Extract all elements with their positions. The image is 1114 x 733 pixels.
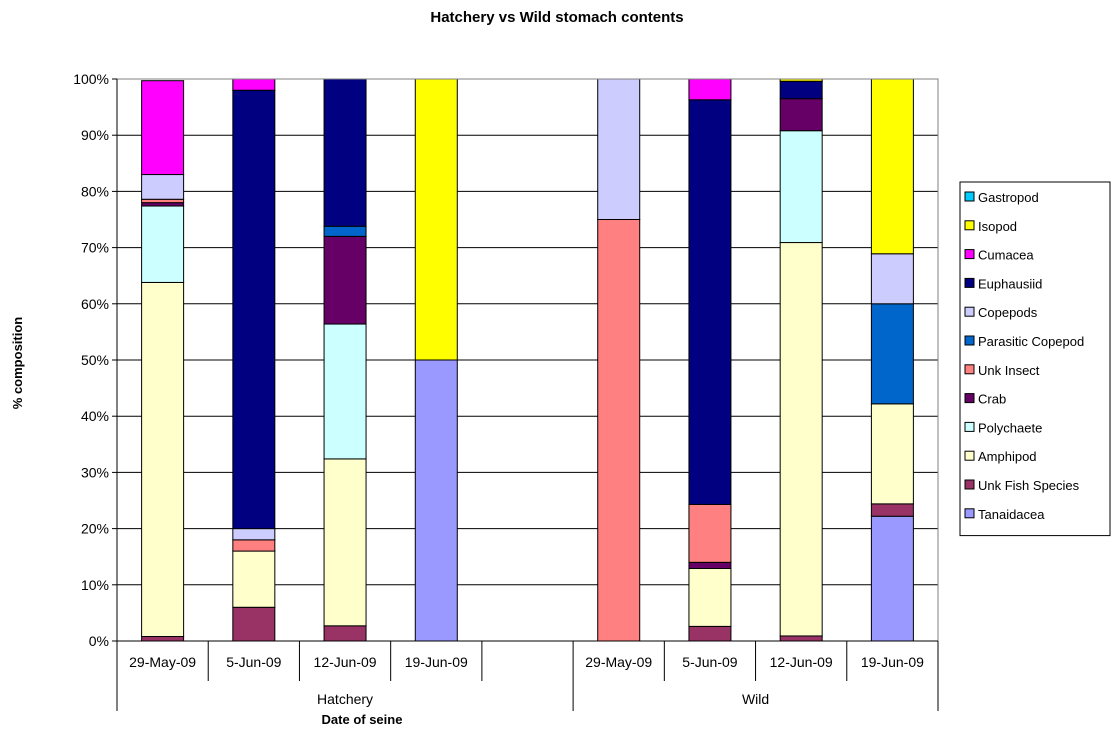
bar-segment xyxy=(870,253,914,305)
axes xyxy=(112,78,939,711)
bar-segment xyxy=(779,130,823,244)
legend-label: Crab xyxy=(978,392,1006,407)
bar-segment xyxy=(688,99,732,505)
legend-swatch xyxy=(964,364,975,375)
legend-swatch xyxy=(964,421,975,432)
legend-swatch xyxy=(964,335,975,346)
group-label: Wild xyxy=(742,691,769,707)
y-tick-label: 70% xyxy=(81,240,109,256)
group-label: Hatchery xyxy=(317,691,373,707)
group-labels: Hatchery Wild xyxy=(317,691,769,707)
bar-segment xyxy=(232,89,276,530)
legend-swatch xyxy=(964,249,975,260)
bar-segment xyxy=(870,503,914,517)
bar-segment xyxy=(688,568,732,627)
bar-segment xyxy=(232,78,276,91)
bar-segment xyxy=(232,539,276,552)
x-tick-label: 29-May-09 xyxy=(129,654,196,670)
legend-swatch xyxy=(964,220,975,231)
legend-label: Euphausiid xyxy=(978,276,1042,291)
bar-segment xyxy=(232,528,276,541)
bar-segment xyxy=(141,198,185,204)
legend-label: Unk Fish Species xyxy=(978,478,1080,493)
bar-segment xyxy=(870,515,914,642)
bar-segment xyxy=(323,225,367,237)
bar-segment xyxy=(323,235,367,325)
legend: Gastropod Isopod Cumacea Euphausiid Copepods… xyxy=(959,181,1111,537)
y-tick-labels: 0% 10% 20% 30% 40% 50% 60% 70% 80% 90% 100% xyxy=(73,71,109,649)
legend-label: Copepods xyxy=(978,305,1038,320)
bar-segment xyxy=(597,219,641,642)
legend-label: Tanaidacea xyxy=(978,507,1045,522)
legend-label: Amphipod xyxy=(978,449,1037,464)
bar-segment xyxy=(870,78,914,255)
legend-label: Gastropod xyxy=(978,190,1039,205)
legend-label: Polychaete xyxy=(978,420,1042,435)
bar-segment xyxy=(414,78,458,361)
legend-box xyxy=(959,181,1111,537)
bar-segment xyxy=(870,403,914,505)
bar-segment xyxy=(870,303,914,405)
y-tick-label: 80% xyxy=(81,183,109,199)
x-tick-label: 19-Jun-09 xyxy=(861,654,924,670)
bar-segment xyxy=(779,98,823,132)
y-tick-label: 90% xyxy=(81,127,109,143)
y-tick-label: 60% xyxy=(81,296,109,312)
x-tick-label: 19-Jun-09 xyxy=(405,654,468,670)
legend-label: Cumacea xyxy=(978,248,1034,263)
y-tick-label: 30% xyxy=(81,464,109,480)
x-tick-label: 5-Jun-09 xyxy=(682,654,737,670)
bar-segment xyxy=(141,80,185,176)
bar-segment xyxy=(141,281,185,638)
bar-segment xyxy=(688,503,732,563)
bar-segment xyxy=(141,174,185,200)
y-tick-label: 50% xyxy=(81,352,109,368)
bar-segment xyxy=(688,78,732,101)
bar-segment xyxy=(779,242,823,637)
bar-segment xyxy=(779,80,823,100)
bar-segment xyxy=(141,202,185,207)
bar-segment xyxy=(323,458,367,627)
x-tick-labels: 29-May-09 5-Jun-09 12-Jun-09 19-Jun-09 29-Ma… xyxy=(129,654,924,670)
x-tick-label: 12-Jun-09 xyxy=(314,654,377,670)
legend-swatch xyxy=(964,479,975,490)
bar-segment xyxy=(323,625,367,642)
chart-title: Hatchery vs Wild stomach contents xyxy=(430,9,683,26)
bar-segment xyxy=(141,636,185,642)
bar-segment xyxy=(597,78,641,220)
legend-swatch xyxy=(964,277,975,288)
x-tick-label: 12-Jun-09 xyxy=(770,654,833,670)
legend-swatch xyxy=(964,191,975,202)
legend-swatch xyxy=(964,508,975,519)
bar-segment xyxy=(414,359,458,642)
y-tick-label: 20% xyxy=(81,521,109,537)
y-tick-label: 10% xyxy=(81,577,109,593)
bar-segment xyxy=(779,635,823,642)
bar-segment xyxy=(232,606,276,642)
bar-segment xyxy=(323,323,367,460)
bar-segment xyxy=(323,78,367,227)
x-tick-label: 5-Jun-09 xyxy=(226,654,281,670)
legend-label: Isopod xyxy=(978,219,1017,234)
y-tick-label: 40% xyxy=(81,408,109,424)
legend-label: Unk Insect xyxy=(978,363,1040,378)
bar-segment xyxy=(688,625,732,642)
x-axis-title: Date of seine xyxy=(322,712,403,727)
legend-swatch xyxy=(964,306,975,317)
bar-segment xyxy=(688,561,732,570)
y-axis-title: % composition xyxy=(10,317,25,410)
bar-segment xyxy=(141,205,185,283)
legend-label: Parasitic Copepod xyxy=(978,334,1084,349)
y-tick-label: 100% xyxy=(73,71,109,87)
bars xyxy=(141,78,914,642)
y-tick-label: 0% xyxy=(89,633,109,649)
legend-swatch xyxy=(964,450,975,461)
x-tick-label: 29-May-09 xyxy=(585,654,652,670)
legend-swatch xyxy=(964,393,975,404)
bar-segment xyxy=(232,550,276,608)
